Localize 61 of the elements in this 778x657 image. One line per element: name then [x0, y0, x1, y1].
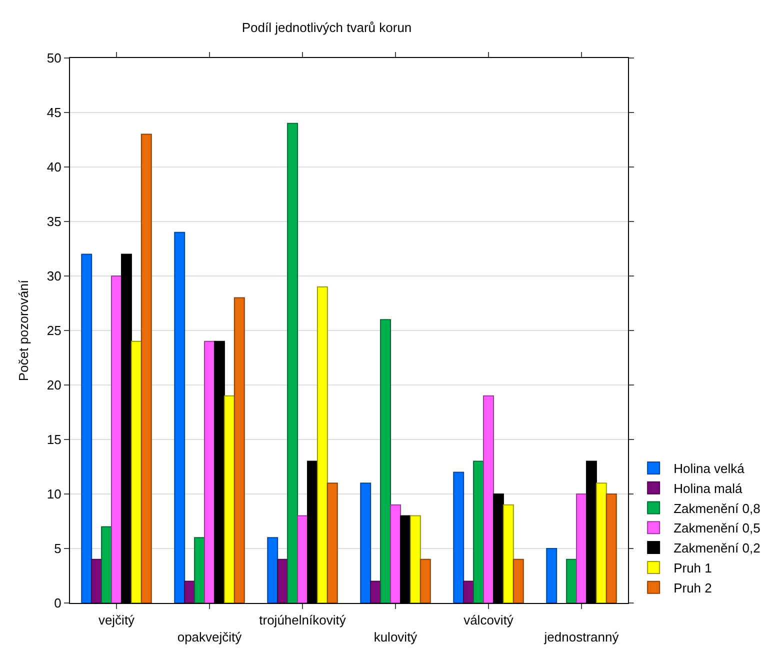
bar	[420, 558, 431, 603]
y-tick-label: 15	[46, 432, 62, 448]
legend-label: Pruh 2	[674, 580, 712, 596]
bar	[410, 515, 421, 603]
y-tick-label: 25	[46, 323, 62, 338]
bar	[473, 460, 484, 603]
bar	[184, 580, 196, 603]
legend-label: Pruh 1	[674, 560, 712, 576]
x-tick-label: vejčitý	[98, 612, 136, 628]
y-tick-label: 0	[54, 596, 62, 611]
bar	[101, 526, 112, 603]
bar	[606, 494, 617, 603]
bar	[130, 340, 142, 603]
legend-label: Zakmenění 0,8	[674, 500, 760, 516]
y-tick-label: 40	[46, 160, 62, 175]
bar	[316, 286, 328, 603]
bar	[204, 340, 215, 603]
x-tick-label: trojúhelníkovitý	[259, 612, 346, 628]
bar	[91, 558, 102, 603]
bar	[326, 482, 338, 603]
x-tick-label: opakvejčitý	[177, 630, 242, 644]
bar	[360, 482, 372, 603]
legend-label: Holina malá	[674, 480, 743, 496]
y-tick-label: 35	[46, 214, 62, 230]
y-tick-label: 45	[46, 105, 62, 120]
bar	[81, 254, 92, 603]
y-tick-label: 50	[46, 50, 62, 66]
chart-title: Podíl jednotlivých tvarů korun	[242, 20, 412, 36]
x-tick-label: kulovitý	[374, 630, 418, 644]
bar	[277, 558, 288, 603]
bar	[111, 276, 122, 603]
bar	[140, 134, 152, 603]
bar	[224, 395, 235, 603]
legend-label: Zakmenění 0,2	[674, 540, 760, 556]
bar	[566, 558, 578, 603]
y-tick-label: 10	[46, 486, 62, 502]
bar	[453, 472, 464, 603]
bar	[297, 515, 308, 603]
legend-label: Holina velká	[674, 461, 746, 476]
legend-label: Zakmenění 0,5	[674, 520, 760, 536]
bar	[546, 548, 558, 603]
x-tick-label: válcovitý	[464, 612, 514, 628]
bar	[483, 395, 494, 603]
bar	[380, 319, 392, 603]
bar	[390, 504, 401, 603]
bar	[234, 297, 245, 603]
bar	[576, 494, 587, 603]
bar	[512, 558, 524, 603]
bar	[502, 504, 514, 603]
bar	[463, 580, 474, 603]
bar	[287, 122, 298, 603]
bar	[370, 580, 382, 603]
bar	[194, 537, 206, 603]
bar	[174, 232, 186, 603]
x-tick-label: jednostranný	[543, 630, 620, 644]
y-axis-title: Počet pozorování	[16, 280, 31, 382]
y-tick-label: 20	[46, 378, 62, 393]
y-tick-label: 30	[46, 268, 62, 284]
y-tick-label: 5	[54, 541, 62, 556]
bar	[596, 482, 607, 603]
bar	[267, 537, 278, 603]
